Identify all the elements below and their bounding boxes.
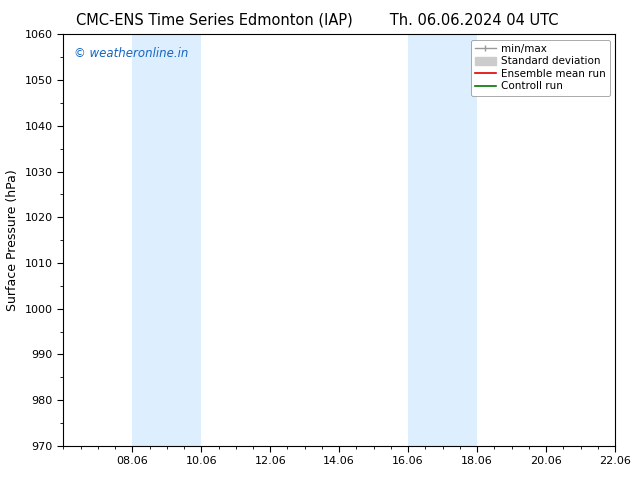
Y-axis label: Surface Pressure (hPa): Surface Pressure (hPa) bbox=[6, 169, 19, 311]
Bar bbox=[133, 34, 202, 446]
Text: CMC-ENS Time Series Edmonton (IAP)        Th. 06.06.2024 04 UTC: CMC-ENS Time Series Edmonton (IAP) Th. 0… bbox=[75, 12, 559, 27]
Text: © weatheronline.in: © weatheronline.in bbox=[74, 47, 189, 60]
Legend: min/max, Standard deviation, Ensemble mean run, Controll run: min/max, Standard deviation, Ensemble me… bbox=[470, 40, 610, 96]
Bar bbox=[408, 34, 477, 446]
